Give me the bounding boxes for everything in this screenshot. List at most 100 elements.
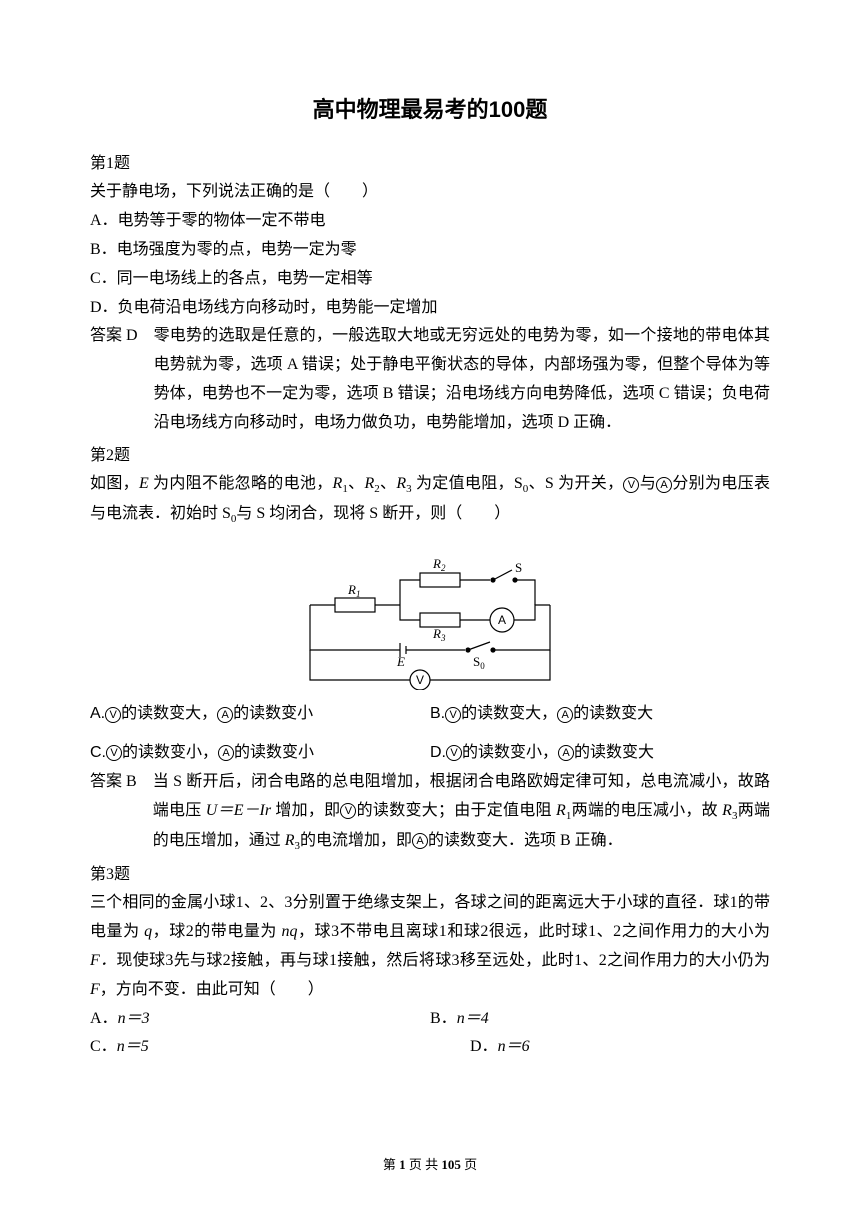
q1-option-a: A．电势等于零的物体一定不带电 xyxy=(90,207,770,236)
ammeter-icon: A xyxy=(656,477,672,493)
q3-option-c: C．n＝5 xyxy=(90,1033,430,1062)
q2-option-b: B.V的读数变大，A的读数变大 xyxy=(430,700,770,729)
sub-2: 2 xyxy=(374,484,380,496)
q2-stem-3: 、S 为开关， xyxy=(528,475,623,492)
q2-b-mid: 的读数变大， xyxy=(461,705,557,722)
q2-stem-pre: 如图， xyxy=(90,475,139,492)
circuit-label-S: S xyxy=(515,560,522,575)
circuit-diagram: R2 R1 R3 E S S0 A V xyxy=(290,540,570,690)
q2-b-label: B. xyxy=(430,705,445,722)
q2-stem-6: 与 S 均闭合，现将 S 断开，则（ ） xyxy=(236,505,510,522)
ammeter-icon: A xyxy=(557,707,573,723)
q3-c-label: C． xyxy=(90,1038,117,1055)
q2-d-label: D. xyxy=(430,744,446,761)
q3-d-label: D． xyxy=(470,1038,498,1055)
circuit-label-S0: S0 xyxy=(473,654,485,671)
page-footer: 第 1 页 共 105 页 xyxy=(0,1153,860,1176)
symbol-R3: R xyxy=(396,475,406,492)
q2-a-mid: 的读数变大， xyxy=(121,705,217,722)
q2-stem-4: 与 xyxy=(639,475,656,492)
q3-option-a: A．n＝3 xyxy=(90,1005,430,1034)
q1-option-c: C．同一电场线上的各点，电势一定相等 xyxy=(90,265,770,294)
q1-option-d: D．负电荷沿电场线方向移动时，电势能一定增加 xyxy=(90,294,770,323)
symbol-q: q xyxy=(144,923,152,940)
q3-p4: 现使球3先与球2接触，再与球1接触，然后将球3移至远处，此时1、2之间作用力的大… xyxy=(116,952,770,969)
q2-ans-p6: 的电流增加，即 xyxy=(300,832,412,849)
voltmeter-icon: V xyxy=(340,803,356,819)
voltmeter-icon: V xyxy=(623,477,639,493)
q2-ans-p7: 的读数变大．选项 B 正确． xyxy=(428,832,623,849)
q2-c-post: 的读数变小 xyxy=(234,744,314,761)
q2-ans-p2: 增加，即 xyxy=(271,802,340,819)
q2-b-post: 的读数变大 xyxy=(573,705,653,722)
circuit-label-E: E xyxy=(396,654,405,669)
q2-d-mid: 的读数变小， xyxy=(462,744,558,761)
q2-d-post: 的读数变大 xyxy=(574,744,654,761)
symbol-F2: F xyxy=(90,981,100,998)
q3-option-d: D．n＝6 xyxy=(430,1033,770,1062)
symbol-R: R xyxy=(722,802,732,819)
q2-options-ab: A.V的读数变大，A的读数变小 B.V的读数变大，A的读数变大 xyxy=(90,700,770,729)
q3-d-val: n＝6 xyxy=(498,1038,530,1055)
q1-stem: 关于静电场，下列说法正确的是（ ） xyxy=(90,178,770,207)
q3-options-ab: A．n＝3 B．n＝4 xyxy=(90,1005,770,1034)
q2-stem: 如图，E 为内阻不能忽略的电池，R1、R2、R3 为定值电阻，S0、S 为开关，… xyxy=(90,470,770,530)
footer-post: 页 xyxy=(461,1157,477,1172)
sub-1: 1 xyxy=(342,484,348,496)
q3-option-b: B．n＝4 xyxy=(430,1005,770,1034)
ammeter-icon: A xyxy=(218,745,234,761)
circuit-label-R1: R1 xyxy=(347,582,360,599)
voltmeter-icon: V xyxy=(446,745,462,761)
q2-option-c: C.V的读数变小，A的读数变小 xyxy=(90,739,430,768)
q1-answer-text: 零电势的选取是任意的，一般选取大地或无穷远处的电势为零，如一个接地的带电体其电势… xyxy=(154,322,770,437)
q3-p2: ，球2的带电量为 xyxy=(152,923,281,940)
q3-b-label: B． xyxy=(430,1010,457,1027)
circuit-label-R3: R3 xyxy=(432,626,446,643)
q2-option-d: D.V的读数变小，A的读数变大 xyxy=(430,739,770,768)
footer-mid: 页 共 xyxy=(406,1157,442,1172)
q3-a-val: n＝3 xyxy=(118,1010,150,1027)
q3-stem: 三个相同的金属小球1、2、3分别置于绝缘支架上，各球之间的距离远大于小球的直径．… xyxy=(90,889,770,1004)
symbol-R2: R xyxy=(364,475,374,492)
symbol-R: R xyxy=(556,802,566,819)
circuit-voltmeter-label: V xyxy=(416,673,424,687)
circuit-label-R2: R2 xyxy=(432,556,446,573)
q3-a-label: A． xyxy=(90,1010,118,1027)
page-title: 高中物理最易考的100题 xyxy=(90,90,770,130)
ammeter-icon: A xyxy=(217,707,233,723)
q3-options-cd: C．n＝5 D．n＝6 xyxy=(90,1033,770,1062)
q2-c-mid: 的读数变小， xyxy=(122,744,218,761)
voltmeter-icon: V xyxy=(105,707,121,723)
q2-c-label: C. xyxy=(90,744,106,761)
q2-stem-1: 为内阻不能忽略的电池， xyxy=(149,475,333,492)
q2-options-cd: C.V的读数变小，A的读数变小 D.V的读数变小，A的读数变大 xyxy=(90,739,770,768)
q2-answer: 答案 B 当 S 断开后，闭合电路的总电阻增加，根据闭合电路欧姆定律可知，总电流… xyxy=(90,768,770,857)
q3-p5: ，方向不变．由此可知（ ） xyxy=(100,981,324,998)
q3-p3: ，球3不带电且离球1和球2很远，此时球1、2之间作用力的大小为 xyxy=(297,923,770,940)
voltmeter-icon: V xyxy=(106,745,122,761)
q2-answer-label: 答案 B xyxy=(90,768,153,857)
q3-header: 第3题 xyxy=(90,861,770,890)
symbol-nq: nq xyxy=(281,923,297,940)
symbol-E: E xyxy=(139,475,149,492)
symbol-R1: R xyxy=(333,475,343,492)
footer-total: 105 xyxy=(441,1157,461,1172)
q1-answer: 答案 D 零电势的选取是任意的，一般选取大地或无穷远处的电势为零，如一个接地的带… xyxy=(90,322,770,437)
ammeter-icon: A xyxy=(558,745,574,761)
q2-header: 第2题 xyxy=(90,442,770,471)
q1-option-b: B．电场强度为零的点，电势一定为零 xyxy=(90,236,770,265)
q2-ans-eq: U＝E－Ir xyxy=(206,802,271,819)
q2-answer-text: 当 S 断开后，闭合电路的总电阻增加，根据闭合电路欧姆定律可知，总电流减小，故路… xyxy=(153,768,770,857)
q2-stem-2: 为定值电阻，S xyxy=(412,475,523,492)
q1-header: 第1题 xyxy=(90,150,770,179)
footer-pre: 第 xyxy=(383,1157,399,1172)
q2-a-post: 的读数变小 xyxy=(233,705,313,722)
symbol-F: F． xyxy=(90,952,116,969)
voltmeter-icon: V xyxy=(445,707,461,723)
q1-answer-label: 答案 D xyxy=(90,322,154,437)
q2-option-a: A.V的读数变大，A的读数变小 xyxy=(90,700,430,729)
q2-ans-p3: 的读数变大；由于定值电阻 xyxy=(356,802,556,819)
circuit-ammeter-label: A xyxy=(498,613,506,627)
q2-a-label: A. xyxy=(90,705,105,722)
q2-ans-p4: 两端的电压减小，故 xyxy=(571,802,722,819)
